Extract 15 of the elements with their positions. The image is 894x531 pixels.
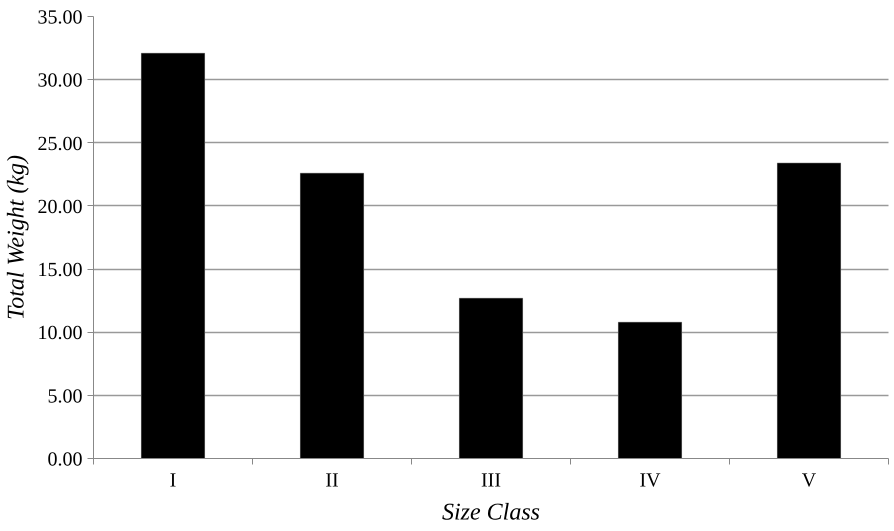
y-tick-label: 30.00 bbox=[38, 70, 82, 92]
y-tick-label: 20.00 bbox=[38, 196, 82, 218]
y-tick-label: 35.00 bbox=[38, 6, 82, 28]
x-tick-label: II bbox=[325, 470, 339, 492]
x-axis-title: Size Class bbox=[442, 500, 540, 526]
x-tick-label: III bbox=[481, 470, 501, 492]
x-tick-label: I bbox=[170, 470, 176, 492]
y-tick-label: 10.00 bbox=[38, 322, 82, 344]
x-tick-label: V bbox=[802, 470, 817, 492]
y-tick-label: 0.00 bbox=[48, 448, 82, 470]
y-axis-title: Total Weight (kg) bbox=[4, 155, 30, 320]
y-tick-label: 25.00 bbox=[38, 132, 82, 155]
y-tick-label: 15.00 bbox=[38, 259, 82, 282]
x-tick-label: IV bbox=[639, 470, 662, 492]
y-tick-label: 5.00 bbox=[48, 385, 82, 408]
